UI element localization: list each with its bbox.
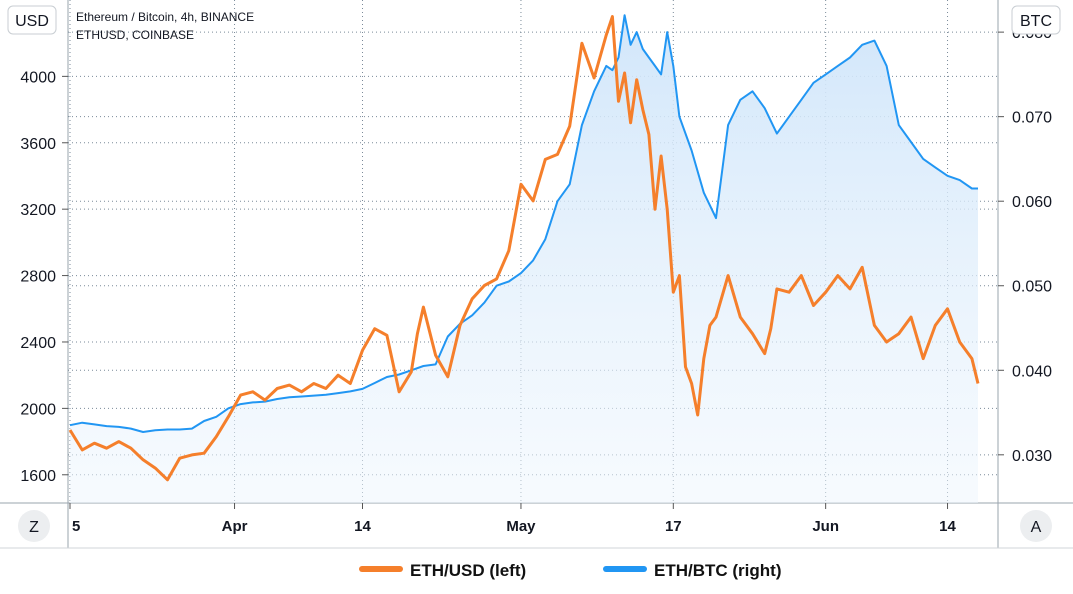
chart-title: Ethereum / Bitcoin, 4h, BINANCE [76, 10, 254, 24]
x-tick-label-0: 5 [72, 518, 80, 535]
right-tick-label-2: 0.050 [1012, 279, 1052, 296]
left-tick-label-2: 2400 [20, 335, 56, 352]
x-tick-label-2: 14 [354, 518, 371, 535]
right-unit-label: BTC [1020, 13, 1052, 30]
left-tick-label-6: 4000 [20, 69, 56, 86]
zoom-button[interactable]: Z [18, 510, 50, 542]
auto-scale-button-label: A [1031, 519, 1042, 536]
auto-scale-button[interactable]: A [1020, 510, 1052, 542]
x-axis-ticks: 5 Apr 14 May 17 Jun 14 [69, 503, 957, 535]
eth-usd-line [68, 15, 980, 482]
right-tick-label-1: 0.040 [1012, 363, 1052, 380]
legend-label-eth-btc: ETH/BTC (right) [654, 561, 781, 580]
left-axis-ticks: 1600 2000 2400 2800 3200 3600 4000 [20, 69, 68, 485]
legend: ETH/USD (left) ETH/BTC (right) [359, 561, 781, 580]
right-unit-box[interactable]: BTC [1011, 5, 1061, 35]
x-tick-label-5: Jun [812, 518, 839, 535]
zoom-button-label: Z [29, 519, 39, 536]
eth-btc-area [70, 15, 978, 503]
left-unit-box[interactable]: USD [7, 5, 57, 35]
left-tick-label-4: 3200 [20, 202, 56, 219]
x-tick-label-1: Apr [222, 518, 248, 535]
left-tick-label-5: 3600 [20, 136, 56, 153]
left-tick-label-1: 2000 [20, 401, 56, 418]
x-tick-label-4: 17 [665, 518, 682, 535]
right-tick-label-3: 0.060 [1012, 194, 1052, 211]
left-tick-label-0: 1600 [20, 468, 56, 485]
right-tick-label-0: 0.030 [1012, 448, 1052, 465]
chart-subtitle: ETHUSD, COINBASE [76, 28, 194, 42]
legend-label-eth-usd: ETH/USD (left) [410, 561, 526, 580]
right-tick-label-4: 0.070 [1012, 110, 1052, 127]
x-tick-label-6: 14 [939, 518, 956, 535]
left-unit-label: USD [15, 13, 49, 30]
x-tick-label-3: May [506, 518, 536, 535]
left-tick-label-3: 2800 [20, 269, 56, 286]
